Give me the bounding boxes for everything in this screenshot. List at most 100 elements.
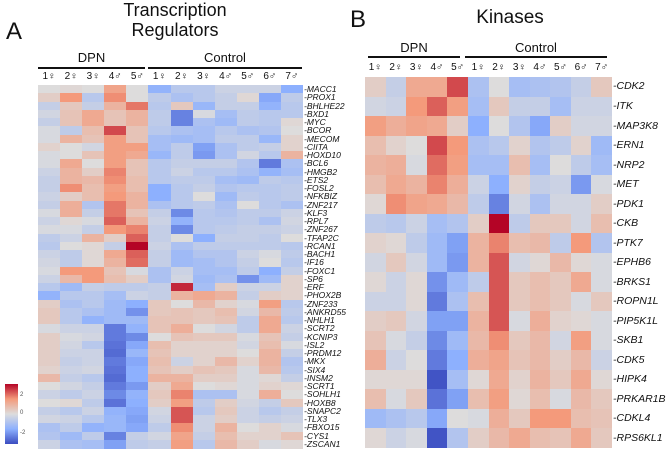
heatmap-cell — [214, 291, 238, 300]
heatmap-cell — [192, 299, 216, 309]
heatmap-cell — [126, 415, 149, 424]
heatmap-cell — [258, 118, 282, 127]
heatmap-cell — [126, 175, 149, 185]
heatmap-cell — [406, 213, 428, 234]
heatmap-cell — [258, 200, 282, 210]
heatmap-cell — [60, 415, 83, 424]
heatmap-cell — [38, 324, 61, 333]
heatmap-cell — [406, 428, 428, 449]
heatmap-cell — [126, 283, 149, 292]
heatmap-cell — [170, 93, 194, 102]
heatmap-cell — [467, 233, 489, 254]
heatmap-cell — [192, 365, 216, 375]
heatmap-cell — [488, 174, 510, 195]
heatmap-cell — [426, 389, 448, 410]
heatmap-cell — [529, 116, 551, 137]
heatmap-cell — [192, 423, 216, 432]
heatmap-cell — [280, 274, 304, 284]
heatmap-cell — [280, 151, 304, 160]
heatmap-cell — [104, 423, 127, 432]
heatmap-cell — [60, 291, 83, 300]
heatmap-cell — [38, 167, 61, 177]
heatmap-cell — [236, 225, 260, 234]
heatmap-cell — [385, 135, 407, 156]
heatmap-cell — [38, 373, 61, 383]
heatmap-cell — [192, 307, 216, 317]
heatmap-cell — [529, 194, 551, 215]
heatmap-cell — [467, 213, 489, 234]
heatmap-cell — [529, 408, 551, 429]
heatmap-cell — [550, 174, 572, 195]
heatmap-cell — [406, 291, 428, 312]
heatmap-cell — [529, 213, 551, 234]
group-line-control — [148, 67, 302, 69]
column-label: 4♂ — [219, 71, 233, 82]
heatmap-cell — [148, 208, 171, 218]
row-label: -BHLHE22 — [304, 100, 345, 111]
heatmap-cell — [104, 266, 127, 276]
row-label: -ETS2 — [304, 174, 329, 185]
heatmap-cell — [104, 142, 127, 152]
heatmap-cell — [170, 109, 194, 119]
heatmap-cell — [214, 118, 238, 127]
heatmap-cell — [38, 340, 61, 350]
heatmap-cell — [236, 439, 260, 449]
heatmap-cell — [236, 274, 260, 284]
heatmap-cell — [447, 96, 469, 117]
heatmap-cell — [280, 307, 304, 317]
heatmap-cell — [591, 252, 613, 273]
heatmap-cell — [126, 159, 149, 168]
heatmap-cell — [104, 217, 127, 226]
heatmap-cell — [467, 330, 489, 351]
heatmap-cell — [365, 116, 387, 137]
heatmap-cell — [126, 431, 149, 441]
heatmap-cell — [509, 311, 531, 332]
row-label: -ITK — [613, 99, 633, 112]
heatmap-cell — [126, 184, 149, 193]
heatmap-cell — [591, 155, 613, 176]
heatmap-cell — [258, 332, 282, 342]
group-label-dpn: DPN — [77, 50, 106, 65]
heatmap-cell — [192, 184, 216, 193]
column-label: 2♀ — [175, 71, 189, 82]
heatmap-cell — [467, 311, 489, 332]
heatmap-cell — [126, 217, 149, 226]
heatmap-cell — [148, 291, 171, 300]
row-label: -BACH1 — [304, 249, 336, 260]
heatmap-cell — [104, 283, 127, 292]
heatmap-cell — [447, 135, 469, 156]
heatmap-cell — [509, 350, 531, 371]
heatmap-cell — [38, 382, 61, 391]
heatmap-cell — [236, 101, 260, 111]
heatmap-cell — [426, 213, 448, 234]
heatmap-cell — [236, 184, 260, 193]
heatmap-cell — [488, 155, 510, 176]
heatmap-cell — [236, 357, 260, 366]
heatmap-cell — [529, 272, 551, 293]
heatmap-cell — [570, 428, 592, 449]
heatmap-cell — [550, 96, 572, 117]
heatmap-cell — [126, 101, 149, 111]
heatmap-cell — [385, 311, 407, 332]
heatmap-cell — [38, 274, 61, 284]
heatmap-cell — [258, 373, 282, 383]
heatmap-cell — [570, 155, 592, 176]
heatmap-cell — [591, 135, 613, 156]
heatmap-cell — [104, 373, 127, 383]
heatmap-cell — [280, 431, 304, 441]
heatmap-cell — [170, 316, 194, 325]
heatmap-cell — [82, 390, 105, 399]
group-line-dpn — [368, 56, 460, 58]
heatmap-cell — [170, 373, 194, 383]
heatmap-cell — [467, 428, 489, 449]
panel-letter-a: A — [6, 18, 23, 45]
heatmap-cell — [60, 126, 83, 135]
heatmap-cell — [280, 134, 304, 144]
heatmap-cell — [280, 357, 304, 366]
heatmap-cell — [509, 330, 531, 351]
row-label: -ISL2 — [304, 339, 325, 350]
heatmap-cell — [236, 332, 260, 342]
heatmap-cell — [406, 252, 428, 273]
heatmap-cell — [365, 311, 387, 332]
heatmap-cell — [280, 324, 304, 333]
